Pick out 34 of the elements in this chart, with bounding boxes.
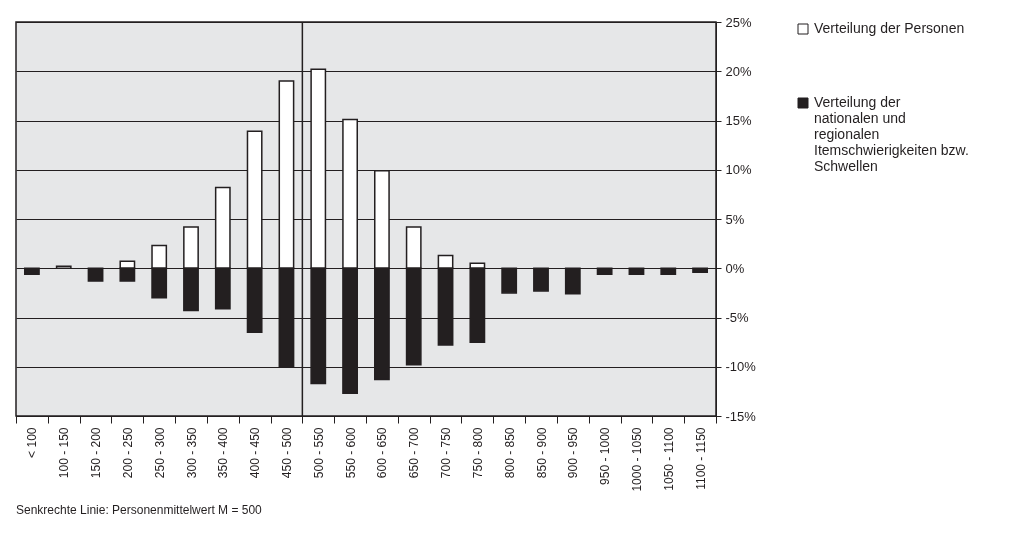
x-tick-label: 400 - 450 [248,427,263,479]
y-tick-label: -5% [725,310,750,325]
y-tick-label: 15% [725,113,752,128]
x-tick-label: 650 - 700 [407,427,422,479]
y-tick-label: 0% [725,260,745,276]
x-tick-label: 850 - 900 [534,427,549,479]
x-tick-label: 550 - 600 [343,427,358,479]
x-tick-label: 450 - 500 [279,427,294,479]
x-tick-label: 150 - 200 [89,427,104,479]
y-tick-label: 5% [725,211,745,227]
x-tick-label: 300 - 350 [184,427,199,479]
x-tick-label: 900 - 950 [566,427,581,479]
legend-label: Verteilung der nationalen und regionalen Itemschwierigkeiten bzw. Schwellen [814,94,969,174]
x-tick-label: 700 - 750 [439,427,454,479]
x-tick-label: 600 - 650 [375,427,390,479]
x-tick-label: 500 - 550 [311,427,326,479]
x-tick-label: 1050 - 1100 [661,427,676,491]
y-tick-label: 25% [725,14,752,30]
x-tick-label: 1000 - 1050 [629,427,644,492]
x-tick-label: 350 - 400 [216,427,231,479]
y-tick-label: 10% [725,162,752,178]
y-tick-label: -15% [725,408,757,424]
legend-label: Verteilung der Personen [814,20,965,36]
x-tick-label: 100 - 150 [57,427,72,479]
text: Senkrechte Linie: Personenmittelwert M = 500 [16,503,263,518]
x-tick-label: < 100 [25,427,40,458]
x-tick-label: 800 - 850 [502,427,517,479]
x-tick-label: 250 - 300 [152,427,167,479]
x-tick-label: 750 - 800 [470,427,485,479]
x-tick-label: 200 - 250 [120,427,135,479]
y-tick-label: 20% [725,63,752,79]
y-tick-label: -10% [725,359,757,375]
x-tick-label: 950 - 1000 [598,427,613,485]
x-tick-label: 1100 - 1150 [693,427,708,490]
